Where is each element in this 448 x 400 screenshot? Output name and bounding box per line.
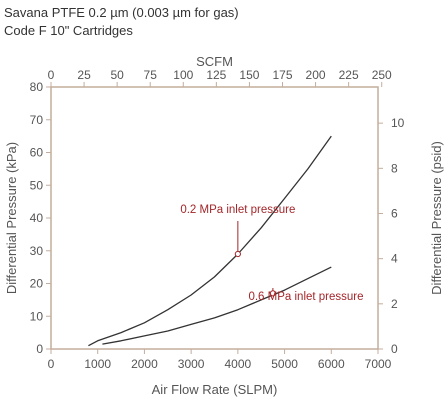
top-axis-tick-label: 150 xyxy=(239,68,259,82)
x-tick-label: 1000 xyxy=(84,357,111,371)
annotation-label-1: 0.2 MPa inlet pressure xyxy=(180,204,295,216)
top-axis-tick-label: 175 xyxy=(272,68,292,82)
top-axis-tick-label: 50 xyxy=(110,68,124,82)
chart-subtitle: Code F 10" Cartridges xyxy=(4,23,133,38)
top-axis-tick-label: 0 xyxy=(48,68,55,82)
right-axis-tick-label: 0 xyxy=(391,342,398,356)
y-tick-label: 50 xyxy=(30,178,44,192)
plot-frame xyxy=(50,86,379,350)
y-tick-label: 20 xyxy=(30,277,44,291)
y-tick-label: 10 xyxy=(30,309,44,323)
x-tick-label: 6000 xyxy=(318,357,345,371)
series-line-2 xyxy=(102,266,332,345)
top-axis-tick-label: 75 xyxy=(144,68,158,82)
x-tick-label: 0 xyxy=(48,357,55,371)
top-axis-tick-label: 25 xyxy=(77,68,91,82)
top-axis-tick-label: 225 xyxy=(339,68,359,82)
right-axis-label: Differential Pressure (psid) xyxy=(429,141,444,295)
top-axis-tick-label: 125 xyxy=(206,68,226,82)
top-axis-tick-label: 200 xyxy=(306,68,326,82)
y-axis-label: Differential Pressure (kPa) xyxy=(4,142,19,294)
right-axis-tick-label: 8 xyxy=(391,161,398,175)
series-line-1 xyxy=(88,135,332,347)
chart-title: Savana PTFE 0.2 µm (0.003 µm for gas) xyxy=(4,5,239,20)
y-tick-label: 60 xyxy=(30,146,44,160)
x-axis-label: Air Flow Rate (SLPM) xyxy=(152,382,278,397)
x-tick-label: 7000 xyxy=(365,357,392,371)
annotation-marker-2 xyxy=(269,290,276,297)
top-axis-label: SCFM xyxy=(196,54,233,69)
right-axis-tick-label: 4 xyxy=(391,252,398,266)
x-tick-label: 4000 xyxy=(225,357,252,371)
y-tick-label: 30 xyxy=(30,244,44,258)
annotation-label-2: 0.6 MPa inlet pressure xyxy=(248,291,363,303)
title-block: Savana PTFE 0.2 µm (0.003 µm for gas) Co… xyxy=(4,4,239,40)
top-axis-tick-label: 100 xyxy=(173,68,193,82)
y-tick-label: 80 xyxy=(30,80,44,94)
y-tick-label: 40 xyxy=(30,211,44,225)
y-tick-label: 70 xyxy=(30,113,44,127)
y-tick-label: 0 xyxy=(36,342,43,356)
x-tick-label: 3000 xyxy=(178,357,205,371)
right-axis-tick-label: 10 xyxy=(391,116,405,130)
top-axis-tick-label: 250 xyxy=(372,68,392,82)
right-axis-tick-label: 2 xyxy=(391,297,398,311)
x-tick-label: 5000 xyxy=(271,357,298,371)
annotation-marker-1 xyxy=(234,250,241,258)
x-tick-label: 2000 xyxy=(131,357,158,371)
right-axis-tick-label: 6 xyxy=(391,206,398,220)
